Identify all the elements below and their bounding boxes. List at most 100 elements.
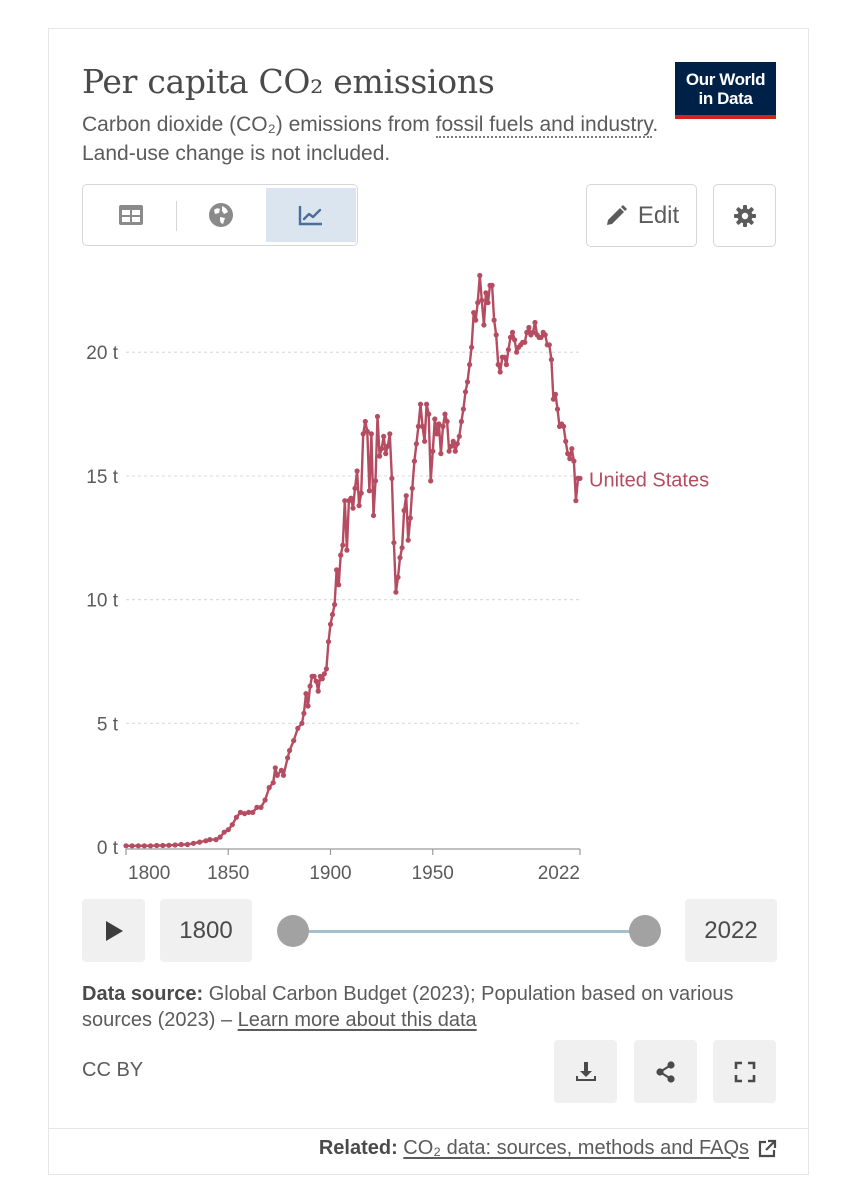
y-tick-label: 20 t [86, 343, 118, 364]
logo-line-1: Our World [685, 70, 766, 89]
data-point [327, 621, 334, 627]
data-point [381, 433, 387, 439]
data-point [532, 319, 538, 326]
data-point [405, 537, 411, 543]
data-point [417, 401, 424, 407]
data-point [303, 691, 309, 697]
tab-table[interactable] [86, 188, 176, 242]
data-point [514, 349, 520, 355]
play-button[interactable] [82, 899, 145, 962]
data-point [321, 671, 327, 677]
data-point [372, 478, 379, 484]
timeline-start-handle[interactable] [277, 915, 309, 947]
related-link-row: Related: CO₂ data: sources, methods and … [319, 1137, 777, 1160]
data-point [569, 446, 575, 452]
data-point [409, 485, 415, 491]
data-point [407, 515, 413, 521]
data-point [538, 334, 544, 340]
fossil-fuels-link[interactable]: fossil fuels and industry [435, 113, 653, 138]
share-icon [655, 1060, 675, 1083]
data-point [483, 290, 489, 296]
data-point [305, 703, 311, 709]
subtitle-suffix: . Land-use change is not included. [82, 113, 659, 165]
owid-logo[interactable]: Our World in Data [675, 62, 776, 119]
settings-button[interactable] [713, 184, 776, 247]
tab-separator [176, 201, 177, 231]
learn-more-link[interactable]: Learn more about this data [237, 1009, 477, 1031]
data-point [552, 391, 559, 397]
data-point [123, 843, 129, 849]
data-point [415, 423, 421, 429]
timeline-end-handle[interactable] [629, 915, 661, 947]
data-point [497, 369, 503, 375]
download-icon [575, 1061, 596, 1081]
data-point [270, 780, 276, 786]
data-point [440, 423, 446, 429]
data-point [548, 357, 555, 363]
timeline-end-year[interactable]: 2022 [685, 899, 777, 962]
tab-chart[interactable] [266, 188, 356, 242]
timeline-start-year[interactable]: 1800 [160, 899, 252, 962]
data-point [319, 676, 325, 682]
data-point [285, 755, 291, 761]
data-point [362, 418, 368, 425]
data-point [350, 505, 356, 511]
data-point [184, 841, 190, 848]
fullscreen-icon [734, 1061, 755, 1082]
view-tabs [82, 184, 358, 246]
timeline-track[interactable] [293, 930, 645, 933]
data-point [495, 362, 501, 368]
external-link-icon[interactable] [757, 1139, 777, 1159]
data-point [567, 456, 573, 462]
data-point [432, 416, 438, 422]
fullscreen-button[interactable] [713, 1040, 776, 1103]
data-point [274, 772, 280, 778]
y-tick-label: 0 t [97, 838, 119, 859]
tab-map[interactable] [176, 188, 266, 242]
line-chart-icon [298, 206, 322, 226]
data-point [473, 317, 479, 323]
data-point [197, 839, 203, 845]
data-point [225, 827, 231, 833]
download-button[interactable] [554, 1040, 617, 1103]
data-point [442, 411, 448, 417]
data-point [154, 842, 160, 849]
data-point [377, 453, 383, 459]
data-point [479, 297, 485, 303]
data-point [370, 512, 377, 519]
data-point [452, 448, 458, 454]
data-point [360, 431, 366, 437]
data-point [509, 329, 516, 335]
data-point [546, 342, 552, 348]
data-point [301, 710, 307, 717]
data-point [503, 362, 509, 368]
related-link[interactable]: CO₂ data: sources, methods and FAQs [403, 1137, 749, 1159]
line-chart: 0 t 5 t 10 t 15 t 20 t 1800 1850 1900 1950 2022 Un… [86, 272, 709, 884]
data-point [411, 458, 417, 464]
data-point [389, 475, 395, 481]
data-point [336, 582, 342, 588]
data-point [272, 765, 278, 771]
data-point [524, 329, 530, 335]
data-point [379, 446, 385, 452]
source-text: Global Carbon Budget (2023); Population … [82, 983, 734, 1031]
data-point [424, 401, 430, 407]
x-tick-label: 1850 [207, 863, 249, 884]
data-point [340, 542, 346, 548]
data-point [334, 567, 340, 573]
edit-button[interactable]: Edit [586, 184, 697, 247]
data-point [395, 574, 401, 580]
share-button[interactable] [634, 1040, 697, 1103]
data-point [217, 834, 223, 840]
data-point [160, 842, 166, 849]
data-point [254, 804, 260, 811]
data-point [469, 344, 475, 350]
data-point [430, 448, 436, 454]
data-point [526, 324, 532, 331]
data-point [481, 322, 487, 328]
data-point [464, 379, 471, 385]
data-point [565, 451, 571, 457]
data-point [577, 475, 583, 481]
license-label[interactable]: CC BY [82, 1059, 144, 1081]
series-label: United States [589, 469, 709, 491]
